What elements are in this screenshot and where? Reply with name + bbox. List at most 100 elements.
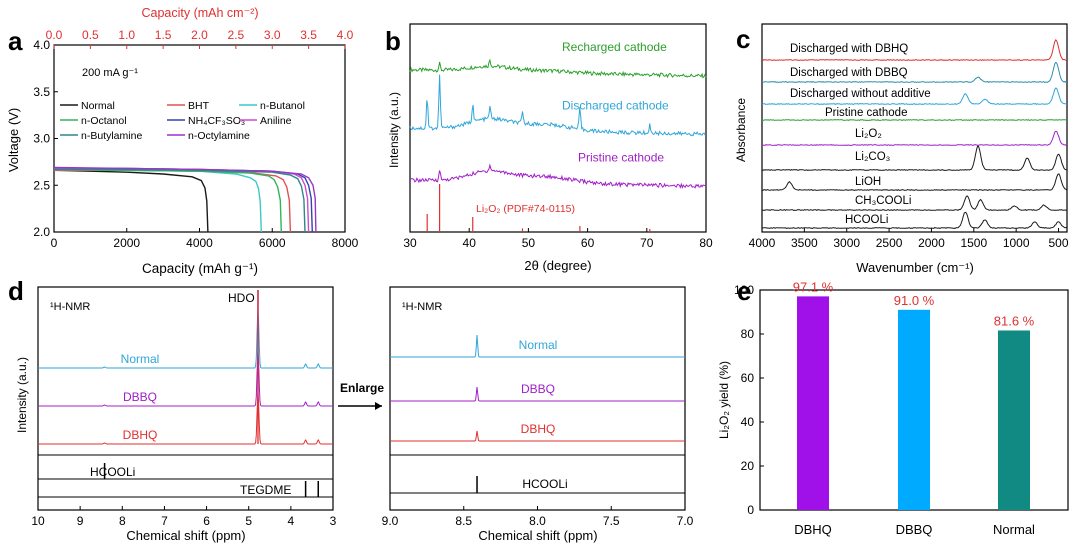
nmr-spectrum-right <box>390 430 685 442</box>
series-line-bht <box>54 169 292 233</box>
x-tick-label-b: 30 <box>403 236 417 250</box>
panel-label-b: b <box>385 26 401 56</box>
x-tick-label-a: 4000 <box>186 236 213 250</box>
xrd-pattern-pristine-cathode <box>409 163 707 189</box>
y-tick-label-e: 0 <box>747 503 754 517</box>
annotation-rate-a: 200 mA g⁻¹ <box>82 67 138 79</box>
y-tick-label-e: 20 <box>741 459 755 473</box>
ftir-spectrum-label: Pristine cathode <box>825 107 907 119</box>
category-label-e: DBBQ <box>896 522 933 537</box>
x-tick-label-d-left: 4 <box>288 514 295 528</box>
x-axis-title-b: 2θ (degree) <box>524 258 591 273</box>
nmr-label-right: ¹H-NMR <box>402 301 442 313</box>
x2-tick-label-a: 1.0 <box>118 28 135 42</box>
x-tick-label-c: 1500 <box>960 236 987 250</box>
panel-e: e Li₂O₂ yield (%) 0 20 40 60 80 100 DBHQ DBBQ No… <box>717 276 1069 537</box>
plot-frame-d-left <box>37 286 334 511</box>
x-tick-label-d-left: 3 <box>330 514 337 528</box>
series-line-nh-cf-so- <box>54 167 313 233</box>
hdo-peak-label: HDO <box>228 291 255 305</box>
x-axis-title-c: Wavenumber (cm⁻¹) <box>856 260 974 275</box>
x-tick-label-d-left: 6 <box>203 514 210 528</box>
x-tick-label-c: 3000 <box>833 236 860 250</box>
legend-label-a: Normal <box>81 100 115 112</box>
x2-tick-label-a: 3.5 <box>300 28 317 42</box>
plot-frame-b <box>409 23 707 233</box>
y-tick-label-e: 60 <box>741 371 755 385</box>
x2-tick-label-a: 2.5 <box>228 28 245 42</box>
y-axis-title-a: Voltage (V) <box>6 108 21 172</box>
panel-label-e: e <box>737 276 751 306</box>
x-tick-label-a: 6000 <box>259 236 286 250</box>
x-tick-label-d-left: 8 <box>119 514 126 528</box>
x2-tick-label-a: 1.5 <box>155 28 172 42</box>
nmr-spectrum-left <box>38 351 333 407</box>
bar-normal <box>998 330 1030 510</box>
legend-label-a: n-Butanol <box>260 100 305 112</box>
y-axis-title-d: Intensity (a.u.) <box>15 357 29 433</box>
series-line-normal <box>53 169 209 233</box>
x-tick-label-a: 0 <box>51 236 58 250</box>
category-label-e: Normal <box>993 522 1035 537</box>
panel-b: b 2θ (degree) Intensity (a.u.) 30 40 50 60 7… <box>385 23 713 273</box>
x-tick-label-a: 8000 <box>332 236 359 250</box>
x-tick-label-d-right: 9.0 <box>382 514 399 528</box>
y-tick-label-a: 2.0 <box>33 225 50 239</box>
ftir-spectrum <box>761 61 1068 84</box>
nmr-series-label-right: DBBQ <box>521 382 555 396</box>
xrd-pattern-label: Pristine cathode <box>578 150 664 164</box>
bar-value-label: 97.1 % <box>793 279 834 294</box>
x2-axis-title-a: Capacity (mAh cm⁻²) <box>141 6 258 20</box>
nmr-series-label-right: Normal <box>519 338 558 352</box>
ftir-spectrum <box>761 130 1068 146</box>
nmr-series-label-left: Normal <box>121 352 160 366</box>
xrd-pattern-label: Discharged cathode <box>562 98 669 112</box>
y-tick-label-a: 4.0 <box>33 38 50 52</box>
x-tick-label-c: 1000 <box>1003 236 1030 250</box>
nmr-spectrum-left <box>38 309 333 369</box>
x-tick-label-d-right: 7.5 <box>603 514 620 528</box>
nmr-ref-right-label: HCOOLi <box>522 477 567 491</box>
x-tick-label-d-right: 8.0 <box>529 514 546 528</box>
nmr-series-label-left: DBBQ <box>123 390 157 404</box>
x-tick-label-c: 3500 <box>791 236 818 250</box>
enlarge-arrow-head <box>375 402 382 410</box>
y-axis-title-b: Intensity (a.u.) <box>387 92 401 168</box>
x2-tick-label-a: 4.0 <box>337 28 354 42</box>
x-tick-label-d-left: 7 <box>161 514 168 528</box>
legend-label-a: n-Octanol <box>81 115 127 127</box>
plot-frame-c <box>761 23 1068 233</box>
ftir-spectrum-label: Li₂O₂ <box>855 128 882 140</box>
nmr-spectrum-right <box>390 334 685 358</box>
series-line-n-butylamine <box>54 168 306 233</box>
ftir-spectrum <box>761 87 1068 106</box>
x-tick-label-d-right: 7.0 <box>677 514 694 528</box>
ftir-spectrum <box>761 211 1068 229</box>
panel-label-d: d <box>8 276 24 306</box>
x-tick-label-c: 2000 <box>918 236 945 250</box>
panel-label-a: a <box>8 26 23 56</box>
ftir-spectrum-label: Discharged without additive <box>790 88 931 100</box>
xrd-pattern-label: Recharged cathode <box>562 40 667 54</box>
legend-label-a: n-Butylamine <box>81 130 142 142</box>
x-tick-label-d-left: 9 <box>77 514 84 528</box>
nmr-ref-label-hcooli: HCOOLi <box>90 465 135 479</box>
bar-value-label: 81.6 % <box>994 313 1035 328</box>
x2-tick-label-a: 0.0 <box>46 28 63 42</box>
x-tick-label-d-left: 10 <box>31 514 45 528</box>
xrd-pattern-discharged-cathode <box>409 74 707 137</box>
x-tick-label-d-right: 8.5 <box>455 514 472 528</box>
y-axis-title-c: Absorbance <box>734 98 748 162</box>
x-tick-label-d-left: 5 <box>245 514 252 528</box>
y-tick-label-a: 3.0 <box>33 132 50 146</box>
ftir-spectrum <box>761 39 1068 61</box>
ftir-spectrum-label: CH₃COOLi <box>855 195 911 207</box>
bar-value-label: 91.0 % <box>894 293 935 308</box>
x-tick-label-b: 70 <box>640 236 654 250</box>
category-label-e: DBHQ <box>794 522 832 537</box>
x-tick-label-b: 40 <box>463 236 477 250</box>
x2-tick-label-a: 3.0 <box>264 28 281 42</box>
legend-label-a: BHT <box>188 100 210 112</box>
ftir-spectrum-label: LiOH <box>855 176 881 188</box>
